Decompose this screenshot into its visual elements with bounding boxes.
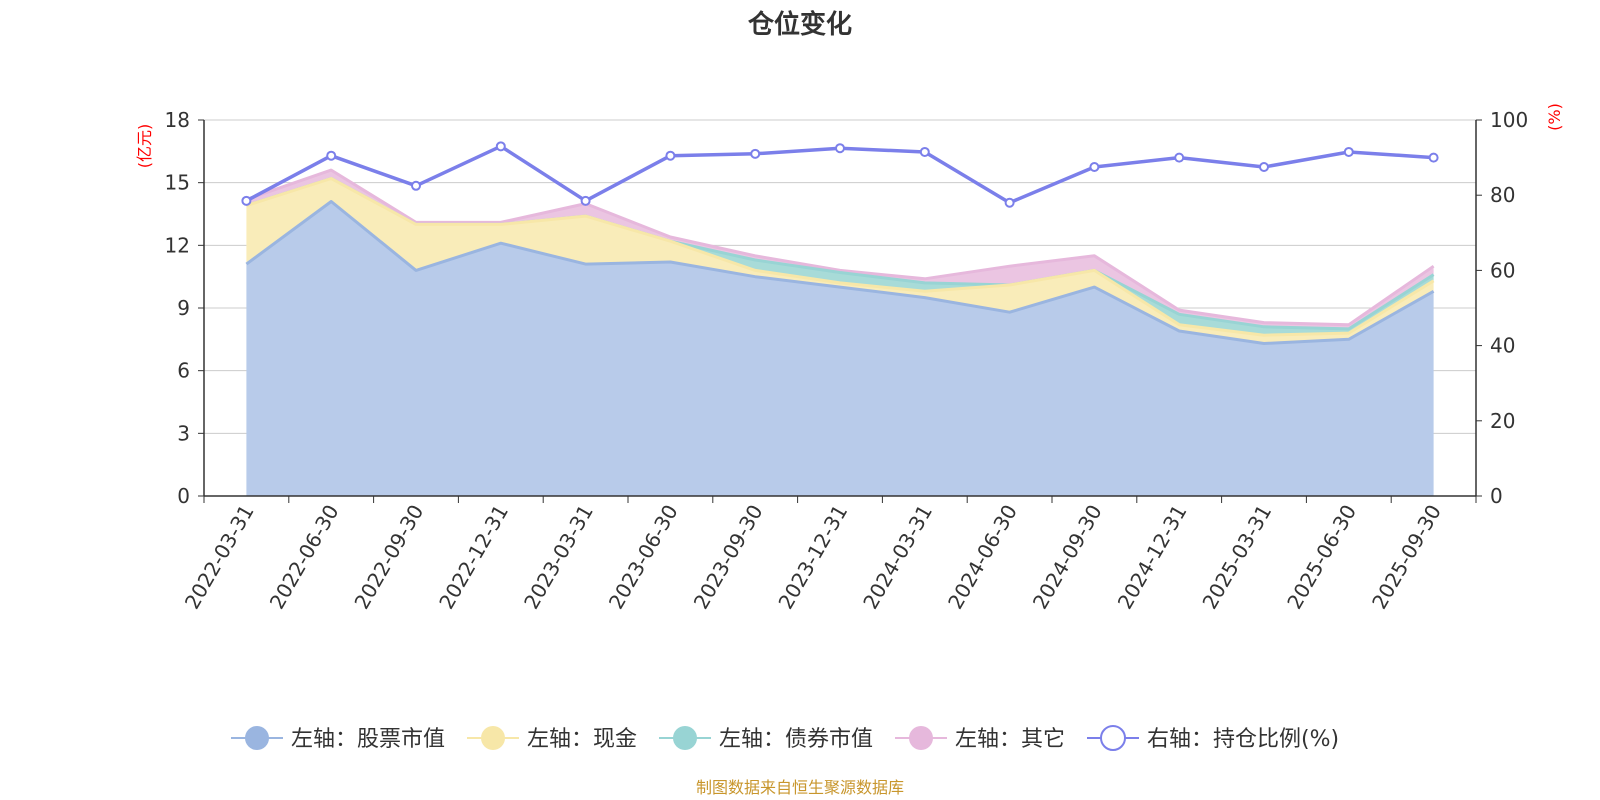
ratio-point (835, 143, 845, 154)
position-ratio-line (241, 141, 1439, 208)
right-axis-unit: (%) (1545, 103, 1564, 131)
legend-swatch-marker (909, 726, 933, 750)
legend-item[interactable]: 左轴：债券市值 (659, 726, 873, 752)
ratio-point (1004, 197, 1015, 208)
x-axis-tick-label: 2023-03-31 (519, 501, 598, 614)
area-edge-左轴：股票市值 (245, 200, 1435, 345)
ratio-point (1259, 162, 1269, 172)
source-note: 制图数据来自恒生聚源数据库 (696, 778, 904, 797)
area-左轴：股票市值 (246, 201, 1434, 496)
legend-swatch-marker (673, 726, 697, 750)
left-axis-tick-label: 18 (165, 108, 190, 132)
left-axis-unit: (亿元) (135, 124, 154, 169)
right-axis-tick-label: 60 (1490, 258, 1515, 282)
stacked-areas (245, 168, 1435, 496)
area-edge-左轴：其它 (245, 168, 1435, 327)
legend-label: 左轴：现金 (527, 727, 637, 752)
left-axis-tick-label: 12 (165, 233, 190, 257)
legend-label: 左轴：债券市值 (719, 727, 873, 752)
ratio-point (750, 148, 761, 159)
x-axis-tick-label: 2022-03-31 (180, 501, 259, 614)
ratio-point (919, 146, 930, 157)
left-axis-tick-label: 15 (165, 171, 190, 195)
x-axis-tick-label: 2022-09-30 (349, 501, 428, 614)
x-axis-tick-label: 2024-12-31 (1113, 501, 1192, 614)
x-axis-tick-label: 2023-09-30 (689, 501, 768, 614)
legend-label: 右轴：持仓比例(%) (1147, 727, 1339, 752)
right-axis-tick-label: 80 (1490, 183, 1515, 207)
left-axis-tick-label: 6 (177, 359, 190, 383)
legend-swatch-marker (481, 726, 505, 750)
legend-item[interactable]: 左轴：现金 (467, 726, 637, 752)
legend-swatch-marker (1100, 725, 1126, 751)
x-axis-tick-label: 2023-12-31 (773, 501, 852, 614)
right-axis-tick-label: 20 (1490, 409, 1515, 433)
x-axis-tick-label: 2022-12-31 (434, 501, 513, 614)
area-左轴：其它 (246, 170, 1434, 329)
legend-item[interactable]: 左轴：股票市值 (231, 726, 445, 752)
legend: 左轴：股票市值 左轴：现金 左轴：债券市值 左轴：其它 右轴：持仓比例(%) (231, 725, 1339, 752)
x-axis-tick-label: 2024-09-30 (1028, 501, 1107, 614)
right-axis-tick-label: 0 (1490, 484, 1503, 508)
left-axis-tick-label: 0 (177, 484, 190, 508)
x-axis-tick-label: 2025-03-31 (1197, 501, 1276, 614)
x-axis-tick-label: 2022-06-30 (265, 501, 344, 614)
legend-item[interactable]: 左轴：其它 (895, 726, 1065, 752)
ratio-point (580, 195, 591, 206)
area-edge-左轴：现金 (245, 177, 1435, 337)
ratio-point (411, 180, 421, 191)
x-axis-tick-label: 2023-06-30 (604, 501, 683, 614)
ratio-point (326, 150, 337, 161)
ratio-point (495, 141, 506, 152)
line-右轴：持仓比例(%) (245, 144, 1434, 205)
left-axis-tick-label: 3 (177, 421, 190, 445)
ratio-point (1174, 152, 1185, 163)
ratio-point (1089, 162, 1100, 172)
ratio-point (1428, 152, 1439, 163)
legend-label: 左轴：股票市值 (291, 727, 445, 752)
ratio-point (665, 150, 676, 161)
x-axis-tick-label: 2024-06-30 (943, 501, 1022, 614)
area-左轴：现金 (246, 178, 1434, 344)
legend-label: 左轴：其它 (955, 727, 1065, 752)
ratio-point (241, 195, 252, 206)
x-axis-tick-label: 2025-09-30 (1367, 501, 1446, 614)
chart-title: 仓位变化 (747, 9, 852, 40)
legend-swatch-marker (245, 726, 269, 750)
left-axis-tick-label: 9 (177, 296, 190, 320)
legend-item[interactable]: 右轴：持仓比例(%) (1087, 725, 1339, 752)
x-axis-tick-label: 2025-06-30 (1282, 501, 1361, 614)
ratio-point (1343, 146, 1354, 157)
right-axis-tick-label: 40 (1490, 334, 1515, 358)
x-axis-tick-label: 2024-03-31 (858, 501, 937, 614)
right-axis-tick-label: 100 (1490, 108, 1528, 132)
